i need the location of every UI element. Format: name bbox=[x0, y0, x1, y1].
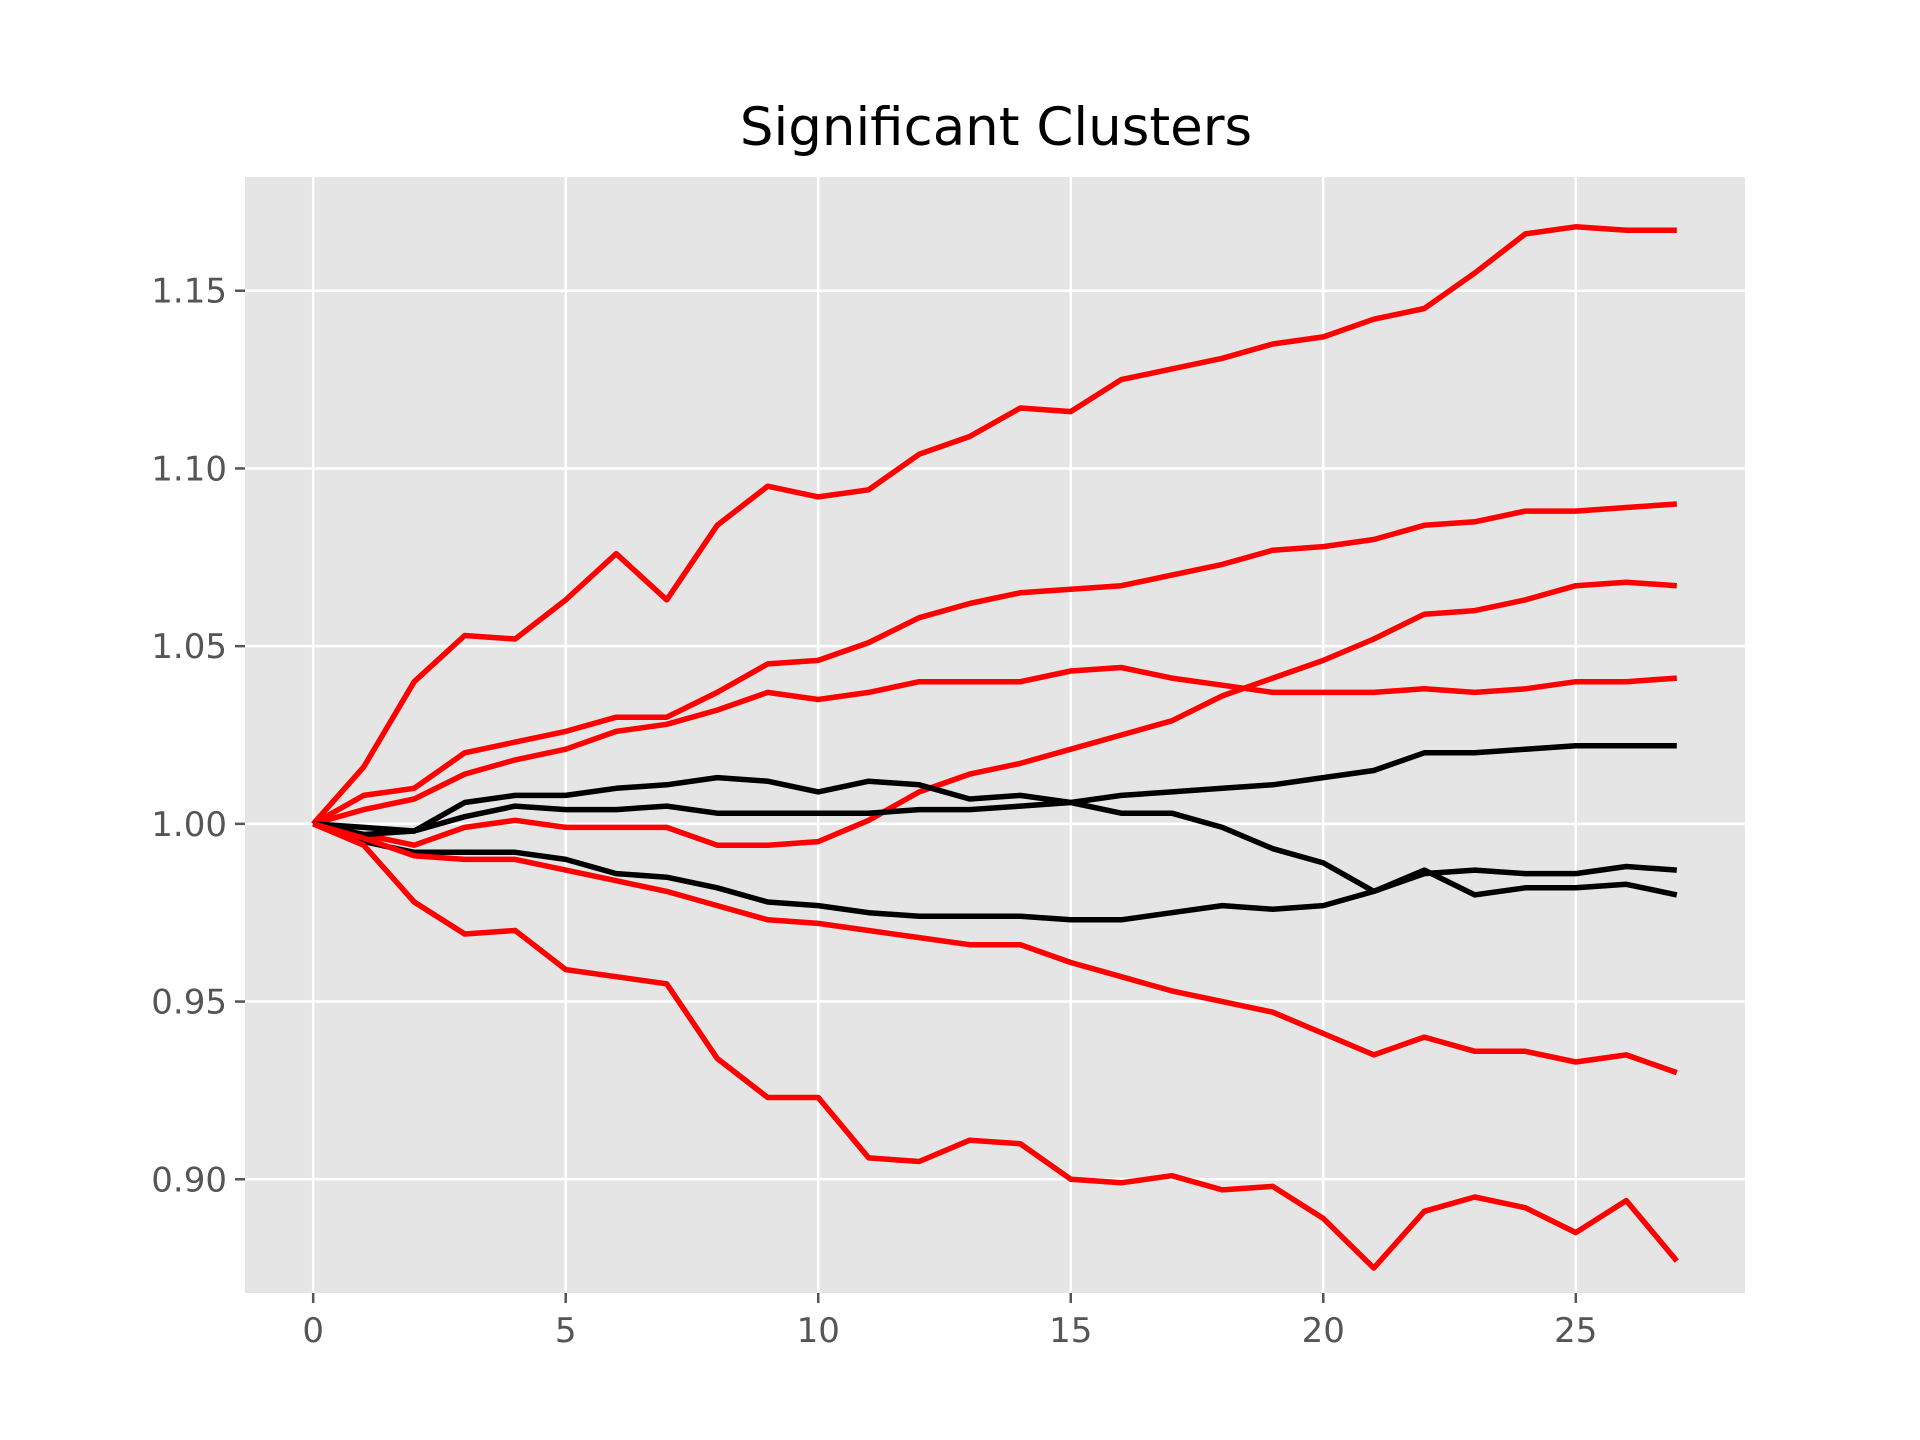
y-tick-label: 1.10 bbox=[151, 449, 227, 489]
series-line-4 bbox=[312, 579, 1677, 848]
x-tick-label: 5 bbox=[555, 1311, 577, 1351]
y-tick-label: 1.15 bbox=[151, 272, 227, 312]
grid bbox=[245, 177, 1745, 1293]
series-line-6 bbox=[313, 742, 1677, 834]
series-line-2 bbox=[311, 501, 1677, 827]
axis-ticks: 0 5 10 15 20 25 0.90 0.95 1.00 1.05 1.10 1.15 bbox=[151, 272, 1597, 1351]
y-tick-label: 0.90 bbox=[151, 1160, 227, 1200]
y-tick-label: 1.05 bbox=[151, 627, 227, 667]
series-line-5 bbox=[312, 774, 1678, 898]
x-tick-label: 25 bbox=[1554, 1311, 1597, 1351]
series-line-1 bbox=[311, 224, 1677, 826]
series-line-8 bbox=[312, 821, 1678, 1076]
x-tick-label: 20 bbox=[1302, 1311, 1345, 1351]
x-tick-label: 10 bbox=[797, 1311, 840, 1351]
series-line-3 bbox=[312, 664, 1677, 827]
y-tick-label: 1.00 bbox=[151, 805, 227, 845]
chart-title: Significant Clusters bbox=[740, 97, 1252, 158]
x-tick-label: 0 bbox=[302, 1311, 324, 1351]
series-line-9 bbox=[312, 821, 1679, 1271]
y-tick-label: 0.95 bbox=[151, 983, 227, 1023]
series-line-7 bbox=[312, 821, 1677, 923]
plot-area bbox=[245, 177, 1745, 1293]
x-tick-label: 15 bbox=[1049, 1311, 1092, 1351]
series-lines bbox=[311, 224, 1679, 1271]
